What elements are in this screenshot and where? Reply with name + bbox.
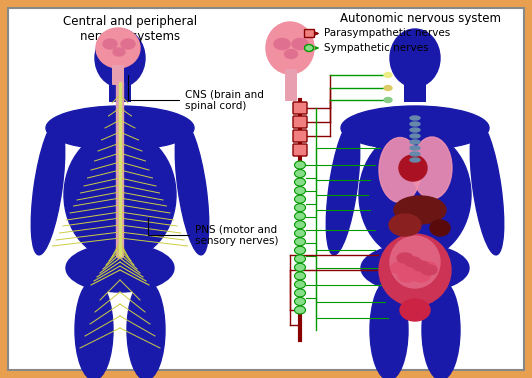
Ellipse shape (295, 306, 305, 314)
Ellipse shape (398, 270, 416, 282)
Ellipse shape (412, 270, 430, 282)
Ellipse shape (413, 261, 429, 271)
Ellipse shape (95, 29, 145, 87)
Ellipse shape (410, 140, 420, 144)
Ellipse shape (470, 121, 504, 255)
Ellipse shape (295, 169, 305, 178)
Ellipse shape (295, 187, 305, 195)
Ellipse shape (266, 22, 314, 74)
Ellipse shape (421, 265, 437, 275)
Ellipse shape (419, 262, 437, 274)
Text: PNS (motor and
sensory nerves): PNS (motor and sensory nerves) (148, 218, 278, 246)
Ellipse shape (430, 220, 450, 236)
Ellipse shape (295, 272, 305, 280)
Ellipse shape (292, 39, 308, 50)
Ellipse shape (274, 39, 290, 50)
Ellipse shape (341, 106, 489, 150)
Ellipse shape (412, 137, 452, 199)
Ellipse shape (379, 234, 451, 306)
Ellipse shape (405, 262, 423, 274)
Text: Autonomic nervous system: Autonomic nervous system (339, 12, 501, 25)
Ellipse shape (410, 122, 420, 126)
Ellipse shape (46, 106, 194, 150)
Ellipse shape (295, 178, 305, 186)
Ellipse shape (295, 246, 305, 254)
Text: CNS (brain and
spinal cord): CNS (brain and spinal cord) (128, 75, 264, 111)
Ellipse shape (127, 280, 165, 378)
Ellipse shape (295, 212, 305, 220)
Ellipse shape (66, 244, 174, 292)
Ellipse shape (410, 152, 420, 156)
Ellipse shape (175, 121, 209, 255)
Ellipse shape (379, 138, 421, 203)
Ellipse shape (389, 214, 421, 236)
Ellipse shape (295, 255, 305, 263)
Ellipse shape (410, 134, 420, 138)
Ellipse shape (394, 196, 446, 224)
Ellipse shape (31, 121, 65, 255)
Ellipse shape (410, 116, 420, 120)
Ellipse shape (295, 229, 305, 237)
Ellipse shape (361, 244, 469, 292)
Ellipse shape (405, 257, 421, 267)
Ellipse shape (410, 146, 420, 150)
Ellipse shape (391, 262, 409, 274)
Ellipse shape (384, 85, 392, 90)
Ellipse shape (295, 204, 305, 212)
Text: Central and peripheral
nervous systems: Central and peripheral nervous systems (63, 15, 197, 43)
Ellipse shape (103, 39, 117, 49)
Ellipse shape (384, 73, 392, 77)
Ellipse shape (96, 28, 140, 68)
Ellipse shape (285, 50, 297, 59)
Ellipse shape (410, 158, 420, 162)
Ellipse shape (390, 236, 440, 288)
FancyBboxPatch shape (8, 8, 524, 370)
Ellipse shape (359, 130, 471, 260)
Ellipse shape (326, 121, 360, 255)
Ellipse shape (295, 238, 305, 246)
Ellipse shape (384, 98, 392, 102)
Text: Parasympathetic nerves: Parasympathetic nerves (324, 28, 450, 39)
FancyBboxPatch shape (404, 82, 426, 102)
FancyBboxPatch shape (304, 29, 314, 37)
Ellipse shape (295, 289, 305, 297)
FancyBboxPatch shape (109, 82, 131, 102)
FancyBboxPatch shape (285, 69, 297, 101)
Ellipse shape (295, 161, 305, 169)
Ellipse shape (304, 45, 313, 51)
Ellipse shape (399, 155, 427, 181)
Ellipse shape (422, 280, 460, 378)
Ellipse shape (397, 253, 413, 263)
Ellipse shape (295, 195, 305, 203)
Ellipse shape (370, 280, 408, 378)
Ellipse shape (410, 128, 420, 132)
Ellipse shape (295, 263, 305, 271)
Ellipse shape (295, 280, 305, 288)
Ellipse shape (295, 221, 305, 229)
Ellipse shape (295, 297, 305, 305)
Text: Sympathetic nerves: Sympathetic nerves (324, 43, 428, 53)
FancyBboxPatch shape (293, 130, 307, 142)
Ellipse shape (390, 29, 440, 87)
FancyBboxPatch shape (293, 102, 307, 114)
Ellipse shape (64, 130, 176, 260)
Ellipse shape (121, 39, 135, 49)
FancyBboxPatch shape (293, 116, 307, 128)
FancyBboxPatch shape (293, 144, 307, 156)
FancyBboxPatch shape (112, 65, 124, 85)
Ellipse shape (400, 299, 430, 321)
Ellipse shape (113, 48, 125, 56)
Ellipse shape (75, 280, 113, 378)
